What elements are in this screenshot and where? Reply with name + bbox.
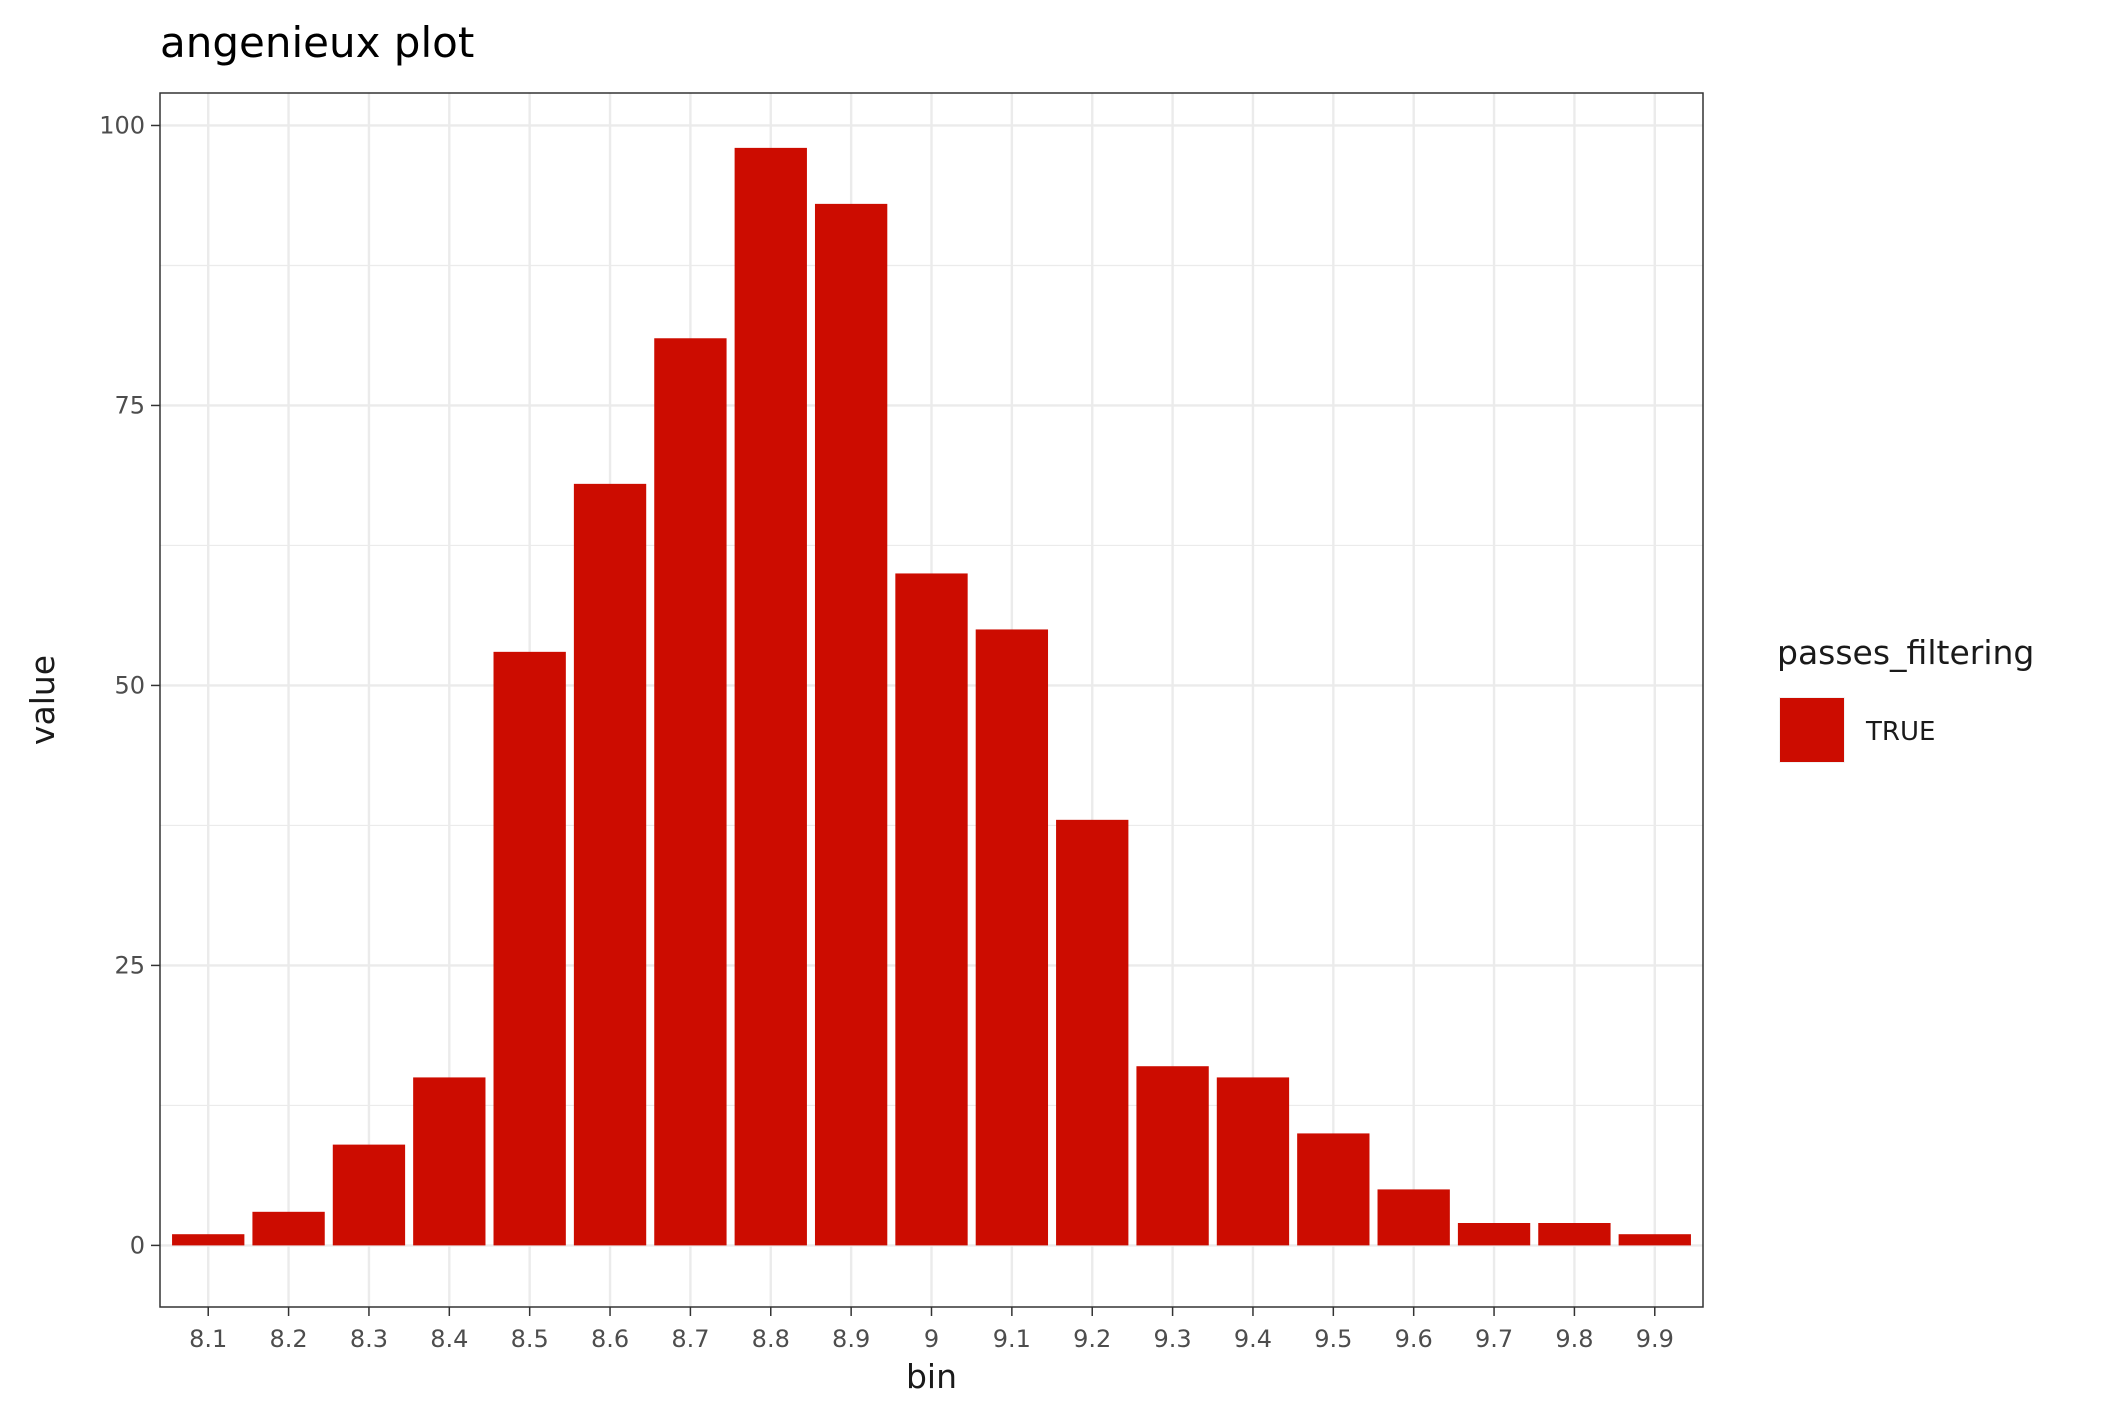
x-tick-label: 8.5: [511, 1325, 549, 1353]
x-tick-label: 8.2: [269, 1325, 307, 1353]
bar: [654, 338, 727, 1246]
legend-swatch: [1780, 698, 1844, 762]
y-tick-label: 25: [114, 951, 145, 979]
bar: [1538, 1223, 1611, 1246]
bar: [1377, 1189, 1450, 1246]
legend: passes_filtering TRUE: [1777, 633, 2034, 763]
legend-title: passes_filtering: [1777, 633, 2034, 672]
y-tick-label: 0: [130, 1231, 145, 1259]
bar: [1056, 819, 1129, 1246]
bar: [493, 651, 566, 1246]
y-axis-title: value: [23, 655, 62, 745]
bar: [1457, 1223, 1531, 1246]
bar: [1136, 1066, 1209, 1246]
x-tick-label: 9.7: [1475, 1325, 1513, 1353]
bars: [172, 147, 1691, 1246]
y-axis: 0 25 50 75 100: [99, 111, 160, 1259]
y-tick-label: 75: [114, 391, 145, 419]
x-tick-label: 9.2: [1073, 1325, 1111, 1353]
bar: [895, 573, 968, 1246]
bar: [573, 483, 647, 1246]
x-tick-label: 9.1: [993, 1325, 1031, 1353]
bar: [252, 1211, 325, 1246]
x-tick-label: 8.4: [430, 1325, 468, 1353]
x-tick-label: 9.9: [1636, 1325, 1674, 1353]
bar: [413, 1077, 486, 1246]
bar: [1618, 1234, 1691, 1246]
bar: [1216, 1077, 1290, 1246]
x-tick-label: 9.3: [1154, 1325, 1192, 1353]
x-tick-label: 9.4: [1234, 1325, 1272, 1353]
y-tick-label: 50: [114, 671, 145, 699]
x-tick-label: 8.3: [350, 1325, 388, 1353]
x-axis-title: bin: [906, 1357, 957, 1396]
x-tick-label: 8.9: [832, 1325, 870, 1353]
x-tick-label: 8.8: [752, 1325, 790, 1353]
bar: [172, 1234, 245, 1246]
x-tick-label: 8.7: [671, 1325, 709, 1353]
x-tick-label: 9.8: [1555, 1325, 1593, 1353]
bar: [975, 629, 1049, 1246]
bar: [332, 1144, 406, 1246]
x-tick-label: 8.1: [189, 1325, 227, 1353]
legend-label: TRUE: [1865, 717, 1935, 747]
bar: [814, 203, 888, 1246]
x-tick-label: 8.6: [591, 1325, 629, 1353]
y-tick-label: 100: [99, 111, 145, 139]
x-tick-label: 9: [924, 1325, 939, 1353]
x-tick-label: 9.5: [1314, 1325, 1352, 1353]
x-axis: 8.1 8.2 8.3 8.4 8.5 8.6 8.7 8.8 8.9 9 9.1 9.2 9.3 9.4…: [189, 1307, 1674, 1353]
chart-title: angenieux plot: [160, 18, 474, 67]
x-tick-label: 9.6: [1395, 1325, 1433, 1353]
bar: [1297, 1133, 1370, 1246]
bar: [734, 147, 807, 1246]
